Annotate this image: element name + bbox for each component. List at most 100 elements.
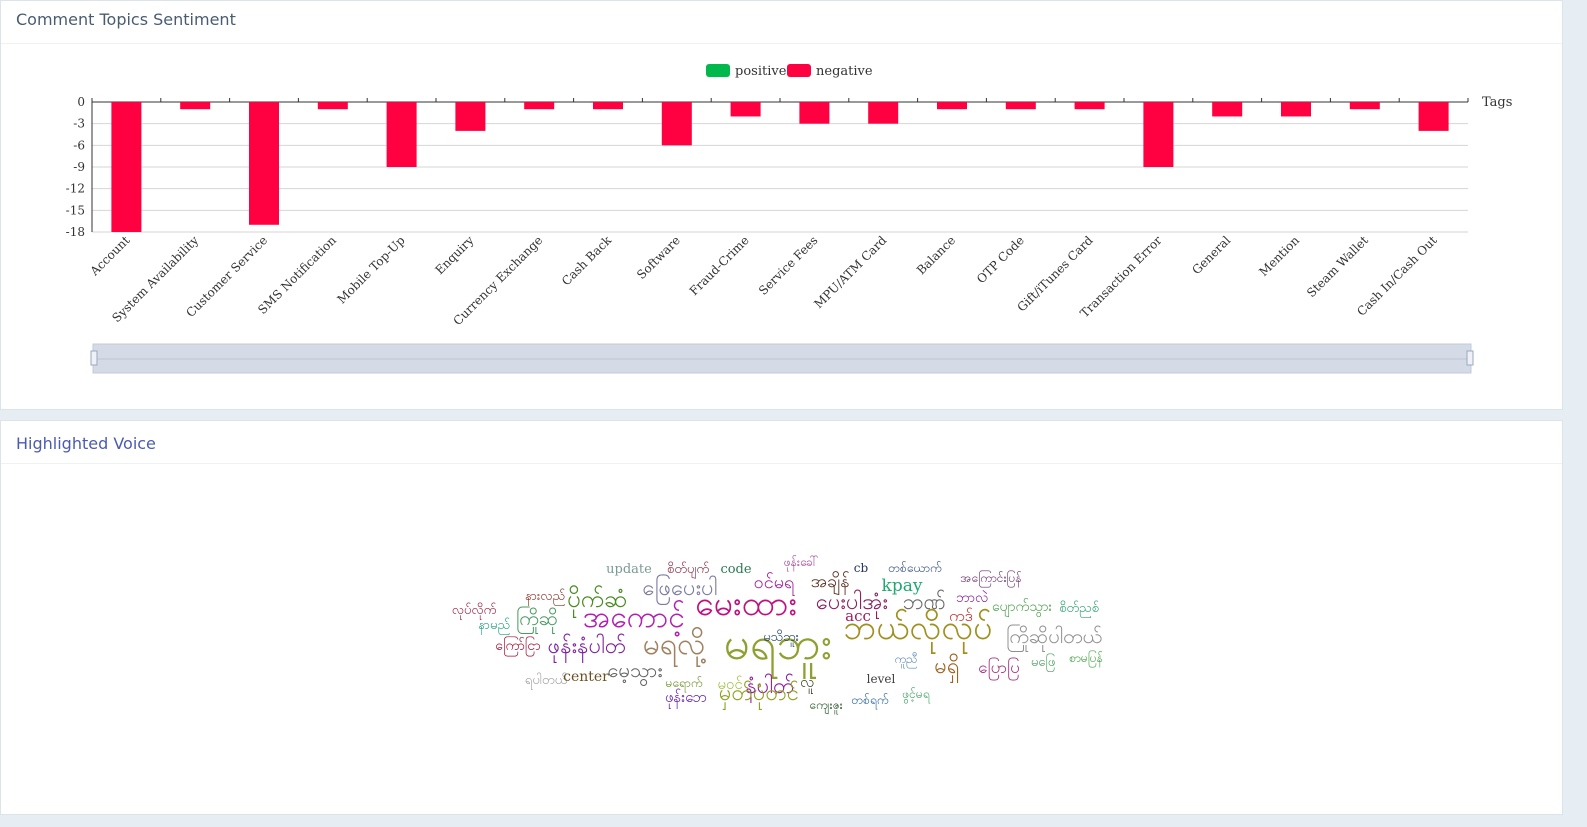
word-cloud-word[interactable]: ဝင်မရ xyxy=(754,572,795,596)
word-cloud-word[interactable]: kpay xyxy=(882,576,923,596)
word-cloud-word[interactable]: စိတ်ပျက် xyxy=(667,561,709,579)
word-cloud-word[interactable]: မရဘူး xyxy=(724,616,833,680)
word-cloud-word[interactable]: နာမည် xyxy=(478,617,510,635)
bar-negative[interactable] xyxy=(730,102,761,117)
bar-negative[interactable] xyxy=(386,102,417,167)
word-cloud-word[interactable]: ဖုန်းခေါ် xyxy=(784,554,818,572)
word-cloud-word[interactable]: ပိုက်ဆံ xyxy=(567,584,627,618)
voice-card: Highlighted Voice update စိတ်ပျက် code ဝင်မ… xyxy=(0,420,1563,815)
x-tick-label: Mobile Top-Up xyxy=(334,233,407,306)
word-cloud-word[interactable]: မရောက် xyxy=(666,675,703,693)
word-cloud-word[interactable]: ကြိုဆို xyxy=(516,606,558,634)
word-cloud-word[interactable]: ဖြေပေးပါ xyxy=(642,574,717,605)
word-cloud-word[interactable]: တစ်ယောက် xyxy=(888,560,941,575)
bar-negative[interactable] xyxy=(524,102,555,110)
word-cloud-word[interactable]: နားလည် xyxy=(525,588,565,606)
word-cloud-word[interactable]: center xyxy=(563,669,609,685)
word-cloud-word[interactable]: acc xyxy=(845,607,871,625)
x-tick-label: Balance xyxy=(914,233,958,277)
word-cloud-word[interactable]: ဖွင့်မရ xyxy=(902,686,929,704)
y-tick-label: -12 xyxy=(66,182,85,196)
word-cloud-word[interactable]: မရှိ xyxy=(934,653,959,684)
bar-negative[interactable] xyxy=(1005,102,1036,110)
word-cloud-word[interactable]: ဘာလဲ xyxy=(956,590,988,606)
word-cloud-word[interactable]: မှတ်ပုံတင် xyxy=(719,680,799,711)
card-header: Highlighted Voice xyxy=(1,421,1562,464)
word-cloud-word[interactable]: မေ့သွား xyxy=(608,658,663,686)
zoom-handle-left[interactable] xyxy=(90,350,98,366)
zoom-handle-right[interactable] xyxy=(1466,350,1474,366)
word-cloud-word[interactable]: ကူညီ xyxy=(894,651,917,669)
bar-negative[interactable] xyxy=(111,102,142,232)
bar-negative[interactable] xyxy=(937,102,967,110)
y-tick-label: -3 xyxy=(73,117,85,131)
legend-negative-label[interactable]: negative xyxy=(816,64,873,79)
legend-positive-label[interactable]: positive xyxy=(735,64,787,79)
legend-positive-swatch[interactable] xyxy=(706,64,730,77)
word-cloud-word[interactable]: ပြောပြ xyxy=(978,656,1020,681)
word-cloud-word[interactable]: ရပါတယ် xyxy=(525,672,568,690)
bar-negative[interactable] xyxy=(317,102,348,110)
word-cloud-word[interactable]: မဝင် xyxy=(717,675,742,693)
y-tick-label: -6 xyxy=(73,138,85,152)
word-cloud-word[interactable]: update xyxy=(606,562,652,577)
x-tick-label: Steam Wallet xyxy=(1304,233,1371,300)
word-cloud-word[interactable]: ကြိုဆိုပါတယ် xyxy=(1006,624,1102,652)
word-cloud-word[interactable]: ဘယ်လိုလုပ် xyxy=(844,608,993,654)
bar-negative[interactable] xyxy=(868,102,899,124)
word-cloud-word[interactable]: cb xyxy=(854,561,869,575)
word-cloud-word[interactable]: အချိန် xyxy=(811,571,850,595)
card-title: Highlighted Voice xyxy=(16,434,156,453)
x-tick-label: Service Fees xyxy=(756,233,821,298)
word-cloud-word[interactable]: ကျေးဇူး xyxy=(809,698,842,715)
bar-negative[interactable] xyxy=(1212,102,1243,117)
word-cloud-word[interactable]: စာမပြန် xyxy=(1069,649,1103,668)
word-cloud-word[interactable]: level xyxy=(867,672,896,686)
word-cloud-word[interactable]: မဖြေ xyxy=(1031,653,1055,672)
bar-negative[interactable] xyxy=(1143,102,1174,167)
word-cloud-word[interactable]: ပျောက်သွား xyxy=(992,599,1053,617)
word-cloud-word[interactable]: ကြော်ငြာ xyxy=(495,637,541,656)
word-cloud-word[interactable]: ဖုန်းနံပါတ် xyxy=(548,633,627,663)
word-cloud-word[interactable]: တစ်ရက် xyxy=(851,692,888,710)
word-cloud-word[interactable]: အကောင့် xyxy=(583,600,685,637)
bar-negative[interactable] xyxy=(661,102,692,146)
bar-negative[interactable] xyxy=(1349,102,1380,110)
word-cloud-word[interactable]: မရလို့ xyxy=(643,627,706,668)
x-tick-label: Fraud-Crime xyxy=(687,233,752,298)
x-tick-label: Software xyxy=(634,233,683,282)
bar-negative[interactable] xyxy=(799,102,830,124)
word-cloud-word[interactable]: code xyxy=(720,562,751,577)
bar-negative[interactable] xyxy=(455,102,486,131)
x-tick-label: Enquiry xyxy=(432,233,476,277)
bar-negative[interactable] xyxy=(1074,102,1105,110)
x-tick-label: General xyxy=(1189,233,1233,277)
bar-negative[interactable] xyxy=(1418,102,1449,131)
card-title: Comment Topics Sentiment xyxy=(16,10,236,29)
x-tick-label: Gift/iTunes Card xyxy=(1015,233,1096,314)
legend-negative-swatch[interactable] xyxy=(787,64,811,77)
word-cloud-word[interactable]: မေးထား xyxy=(695,584,797,624)
word-cloud-word[interactable]: ဘဏ် xyxy=(902,589,945,615)
word-cloud-word[interactable]: ကဒ် xyxy=(949,606,973,625)
word-cloud-word[interactable]: လုပ်လိုက် xyxy=(452,602,497,620)
bar-negative[interactable] xyxy=(249,102,279,225)
word-cloud-word[interactable]: ပေးပါအုံး xyxy=(816,589,888,619)
word-cloud-word[interactable]: စိတ်ညစ် xyxy=(1059,600,1099,618)
word-cloud-word[interactable]: အကြောင်းပြန် xyxy=(960,569,1021,588)
bar-negative[interactable] xyxy=(180,102,211,110)
y-tick-label: -9 xyxy=(73,160,85,174)
word-cloud-word[interactable]: လူ xyxy=(800,673,814,694)
word-cloud-word[interactable]: မသိဘူး xyxy=(763,629,799,647)
bar-negative[interactable] xyxy=(1281,102,1311,117)
bar-negative[interactable] xyxy=(593,102,623,110)
y-tick-label: -18 xyxy=(66,225,85,239)
x-tick-label: MPU/ATM Card xyxy=(811,233,889,311)
word-cloud-word[interactable]: နံပါတ် xyxy=(745,673,794,703)
word-cloud-word[interactable]: ဖုန်းဘေ xyxy=(665,688,707,709)
x-tick-label: Account xyxy=(87,233,133,279)
x-tick-label: Mention xyxy=(1256,233,1302,279)
card-header: Comment Topics Sentiment xyxy=(1,1,1562,44)
x-axis-label: Tags xyxy=(1482,95,1512,110)
